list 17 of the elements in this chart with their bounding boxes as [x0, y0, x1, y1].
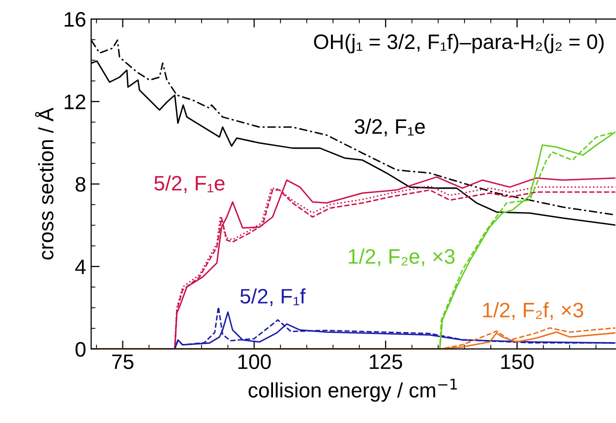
x-tick-label: 100: [238, 354, 271, 370]
series-label: 1/2, F₂e, ×3: [348, 248, 455, 266]
series-label: 5/2, F₁e: [154, 175, 225, 194]
series-label: 1/2, F₂f, ×3: [483, 302, 584, 320]
y-axis-title: cross section / Å: [35, 108, 54, 260]
series-label: 3/2, F₁e: [354, 118, 425, 136]
x-axis-title: collision energy / cm$^{−1}$: [248, 378, 457, 402]
series-label: 5/2, F₁f: [240, 288, 306, 306]
x-tick-label: 75: [112, 354, 134, 370]
x-tick-label: 125: [370, 354, 402, 370]
text: OH(j₁ = 3/2, F₁f)–para-H₂(j₂ = 0): [314, 34, 604, 54]
y-tick-label: 16: [64, 12, 86, 27]
x-tick-label: 150: [501, 354, 534, 370]
y-tick-label: 8: [76, 177, 86, 192]
y-tick-label: 12: [64, 94, 86, 110]
y-tick-label: 0: [76, 342, 86, 357]
y-tick-label: 4: [75, 260, 86, 274]
